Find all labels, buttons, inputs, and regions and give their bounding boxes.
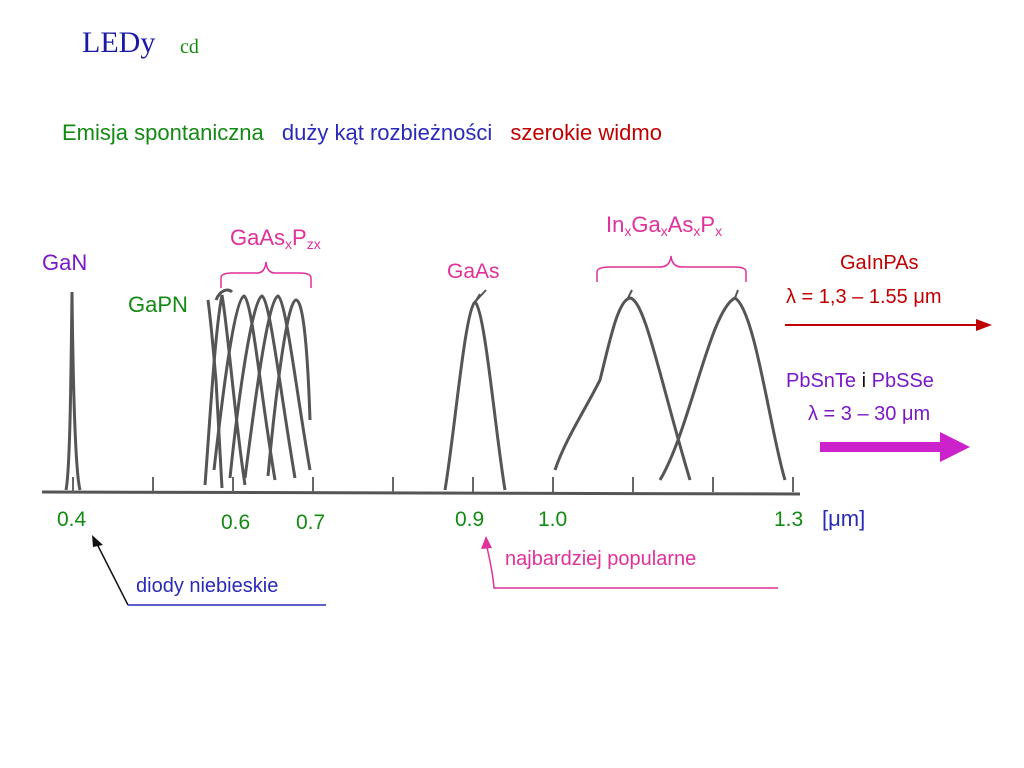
wavelength-axis <box>41 490 801 496</box>
gaasp-peaks <box>203 288 312 489</box>
note-most-popular: najbardziej popularne <box>505 548 697 570</box>
gainpas-name: GaInPAs <box>840 252 919 274</box>
ingaasp-brace <box>596 255 747 282</box>
tick-label-0-6: 0.6 <box>221 511 251 534</box>
label-gaasp: GaAsxPzx <box>230 225 321 252</box>
axis-ticks <box>72 477 794 492</box>
tick-label-1-0: 1.0 <box>538 508 568 531</box>
gainpas-range: λ = 1,3 – 1.55 μm <box>786 286 942 308</box>
tick-label-1-3: 1.3 <box>774 508 804 531</box>
label-gan: GaN <box>42 250 88 275</box>
gan-peak <box>64 291 82 491</box>
tick-label-0-4: 0.4 <box>57 508 87 531</box>
tick-label-0-9: 0.9 <box>455 508 485 531</box>
label-gapn: GaPN <box>128 292 188 317</box>
label-gaas: GaAs <box>447 260 500 283</box>
tick-label-0-7: 0.7 <box>296 511 326 534</box>
label-ingaasp: InxGaxAsxPx <box>606 212 723 239</box>
subtitle-part-2: duży kąt rozbieżności <box>281 120 493 145</box>
note-blue-diodes: diody niebieskie <box>136 575 279 597</box>
ingaasp-peak-2 <box>658 296 787 481</box>
pb-arrow <box>940 432 970 462</box>
axis-unit: [μm] <box>822 506 866 531</box>
gaas-peak <box>443 300 507 491</box>
subtitle-part-3: szerokie widmo <box>510 120 662 145</box>
pb-materials: PbSnTe i PbSSe <box>786 370 934 392</box>
page-title: LEDy <box>82 26 156 59</box>
subtitle-part-1: Emisja spontaniczna <box>62 120 264 145</box>
subtitle-line: Emisja spontaniczna duży kąt rozbieżnośc… <box>62 120 674 146</box>
pb-range: λ = 3 – 30 μm <box>808 403 931 425</box>
gaasp-brace <box>220 261 312 288</box>
ingaasp-peak-1 <box>553 296 692 481</box>
title-suffix: cd <box>180 36 199 58</box>
gainpas-arrow <box>976 319 992 331</box>
